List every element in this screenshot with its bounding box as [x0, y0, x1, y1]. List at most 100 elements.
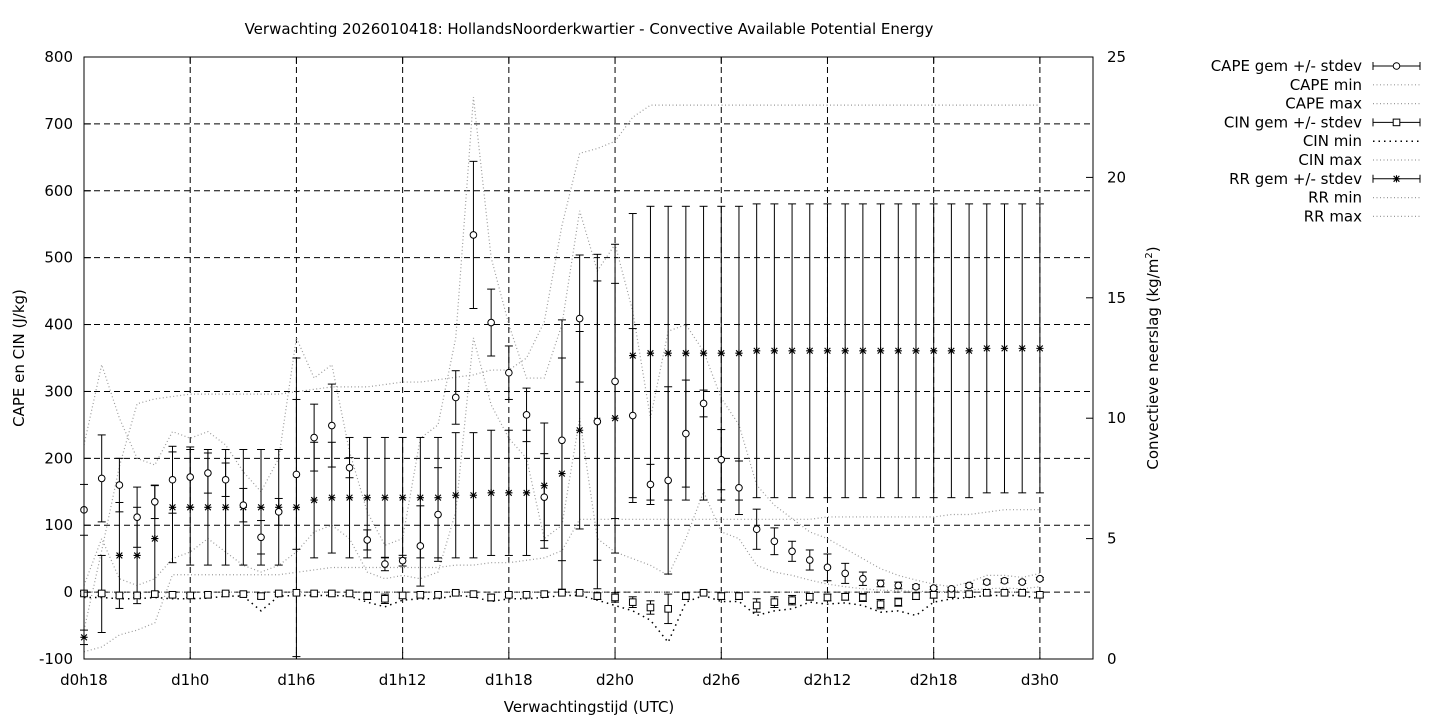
cape-mean-point: [1036, 574, 1044, 583]
rr-mean-point: [133, 551, 141, 560]
cin-mean-group: [80, 588, 1044, 625]
rr-mean-point: [770, 347, 778, 355]
rr-mean-point: [345, 494, 354, 502]
rr-mean-point: [876, 347, 885, 355]
legend-item: CIN min: [1303, 132, 1420, 150]
cape-mean-point: [505, 368, 513, 377]
cape-mean-point: [558, 436, 566, 445]
rr-mean-point: [522, 489, 531, 497]
cin-mean-point: [416, 590, 425, 599]
cin-mean-point: [646, 603, 655, 612]
rr-mean-point: [328, 494, 336, 502]
rr-mean-point: [399, 494, 407, 502]
rr-mean-point: [469, 491, 478, 499]
x-tick-label: d3h0: [1021, 671, 1059, 689]
cin-mean-point: [522, 590, 531, 599]
y-axis-left-label: CAPE en CIN (J/kg): [10, 289, 28, 427]
cape-mean-point: [628, 411, 637, 420]
cin-mean-point: [699, 588, 708, 597]
rr-mean-point: [381, 494, 389, 502]
legend-label: CAPE min: [1290, 76, 1362, 94]
cape-mean-point: [876, 579, 885, 588]
y2-tick-label: 5: [1107, 530, 1117, 548]
cape-mean-point: [186, 473, 195, 481]
cin-mean-point: [805, 592, 814, 601]
x-tick-label: d1h12: [379, 671, 427, 689]
cape-mean-point: [451, 393, 460, 402]
cape-mean-point: [982, 578, 991, 586]
rr-mean-point: [204, 503, 212, 511]
grid-lines: [83, 57, 1093, 659]
rr-mean-point: [859, 347, 867, 355]
cape-mean-point: [965, 581, 973, 590]
cape-mean-point: [487, 318, 495, 327]
cin-mean-point: [717, 592, 726, 600]
x-tick-label: d2h18: [910, 671, 958, 689]
rr-mean-point: [452, 491, 460, 499]
rr-max-line: [83, 104, 1040, 631]
cape-mean-group: [80, 160, 1044, 593]
cin-mean-point: [328, 589, 336, 598]
plot-frame: [83, 56, 1094, 660]
y-tick-label: 0: [63, 583, 73, 601]
rr-mean-point: [222, 503, 230, 511]
y2-tick-label: 15: [1107, 289, 1126, 307]
chart-title: Verwachting 2026010418: HollandsNoorderk…: [245, 20, 934, 38]
legend-label: CIN max: [1298, 151, 1362, 169]
cape-mean-point: [204, 469, 212, 477]
cin-mean-point: [965, 590, 973, 598]
cin-mean-point: [487, 593, 495, 602]
cape-mean-point: [133, 513, 141, 521]
cin-mean-point: [434, 590, 442, 599]
rr-mean-point: [735, 349, 743, 357]
y-tick-label: 400: [44, 316, 73, 334]
cape-mean-point: [646, 480, 655, 489]
rr-mean-point: [416, 494, 424, 502]
cape-mean-point: [823, 563, 832, 572]
legend-marker: [1392, 175, 1401, 183]
legend-label: CAPE max: [1285, 95, 1362, 113]
cin-mean-point: [752, 601, 761, 610]
cin-mean-point: [876, 600, 885, 608]
x-tick-label: d0h18: [60, 671, 108, 689]
rr-mean-point: [806, 347, 814, 355]
cape-mean-point: [381, 560, 389, 568]
cin-mean-point: [841, 592, 849, 601]
cape-mean-point: [239, 501, 248, 509]
y-axis-right-label: Convectieve neerslag (kg/m2): [1144, 246, 1162, 469]
cin-mean-point: [97, 589, 106, 598]
cin-mean-point: [770, 598, 779, 606]
legend-label: CIN gem +/- stdev: [1224, 113, 1362, 131]
cin-mean-point: [859, 593, 867, 602]
cape-mean-point: [328, 421, 336, 430]
rr-mean-point: [646, 349, 655, 357]
rr-mean-point: [788, 347, 796, 355]
y-tick-label: 300: [44, 382, 73, 400]
cin-mean-point: [912, 592, 920, 600]
cape-mean-point: [310, 433, 318, 442]
rr-mean-point: [1018, 344, 1026, 352]
cin-mean-point: [505, 590, 513, 599]
cin-mean-point: [451, 588, 460, 597]
cin-mean-point: [593, 592, 602, 600]
y-tick-label: 700: [44, 115, 73, 133]
legend-item: RR min: [1308, 189, 1420, 207]
cape-mean-point: [274, 508, 283, 516]
cape-mean-point: [97, 474, 106, 483]
legend-item: RR gem +/- stdev: [1229, 170, 1421, 188]
cape-mean-point: [522, 411, 531, 419]
cape-mean-point: [947, 584, 956, 593]
cin-mean-point: [540, 590, 549, 598]
cin-mean-point: [310, 589, 318, 598]
cape-mean-point: [398, 556, 407, 565]
cin-mean-point: [168, 590, 177, 599]
legend-label: CAPE gem +/- stdev: [1211, 57, 1362, 75]
y-axis-right-label-main: Convectieve neerslag (kg/m: [1144, 259, 1162, 470]
rr-mean-point: [930, 347, 938, 355]
x-tick-label: d1h0: [171, 671, 209, 689]
cin-mean-point: [381, 595, 389, 603]
cape-mean-point: [770, 537, 779, 546]
cape-mean-point: [859, 574, 867, 583]
